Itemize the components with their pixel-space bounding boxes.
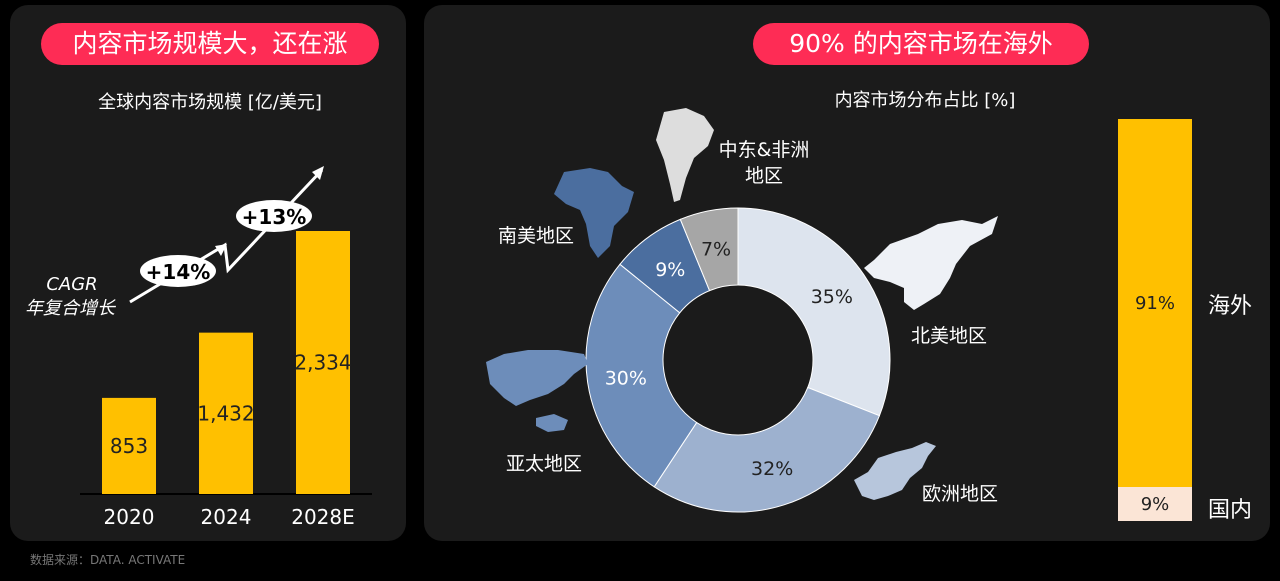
domestic-overseas-bar: 91% 9%: [1118, 119, 1192, 521]
cagr-label-cn: 年复合增长: [25, 298, 117, 319]
x-tick-label: 2024: [201, 505, 252, 529]
africa-map-icon: [554, 168, 634, 258]
slice-value-label: 7%: [701, 239, 731, 261]
arrow-head-icon: [312, 166, 324, 180]
bar-2020: [102, 397, 156, 494]
data-source: 数据来源：DATA. ACTIVATE: [30, 553, 186, 567]
bar-value-label: 853: [110, 434, 148, 458]
x-tick-label: 2028E: [291, 505, 355, 529]
growth-bubble-1: [140, 255, 216, 287]
region-label: 地区: [745, 165, 783, 187]
slice-1: [737, 207, 891, 417]
slice-3: [585, 263, 698, 488]
left-subtitle: 全球内容市场规模 [亿/美元]: [98, 92, 322, 113]
overseas-segment: 91%: [1118, 119, 1192, 487]
growth-label-1: +14%: [146, 260, 211, 284]
slice-2: [653, 386, 881, 513]
arrow-head-mid-icon: [215, 244, 227, 256]
region-label: 欧洲地区: [922, 483, 998, 505]
slice-value-label: 32%: [751, 458, 793, 480]
market-size-bar-chart: 853 2020 1,432 2024 2,334 2028E +14% +13% CAG…: [25, 166, 372, 529]
south-america-map-icon: [656, 108, 714, 202]
slice-value-label: 9%: [655, 259, 685, 281]
growth-label-2: +13%: [242, 205, 307, 229]
asia-pacific-map-icon: [486, 350, 588, 432]
slice-value-label: 30%: [605, 367, 647, 389]
right-subtitle: 内容市场分布占比 [%]: [834, 90, 1016, 111]
left-banner: 内容市场规模大，还在涨: [41, 23, 379, 65]
growth-bubble-2: [236, 200, 312, 232]
cagr-label: CAGR: [46, 274, 97, 295]
x-tick-label: 2020: [104, 505, 155, 529]
region-label: 中东&非洲: [719, 139, 810, 161]
slice-5: [679, 207, 739, 292]
overseas-value: 91%: [1134, 292, 1175, 314]
bar-2024: [199, 332, 253, 494]
bar-value-label: 1,432: [197, 401, 254, 425]
region-label: 北美地区: [911, 325, 987, 347]
region-maps: [486, 108, 998, 500]
bar-value-label: 2,334: [294, 351, 351, 375]
right-banner: 90% 的内容市场在海外: [753, 23, 1089, 65]
europe-map-icon: [854, 442, 936, 500]
bar-2028E: [296, 231, 350, 494]
overseas-label: 海外: [1208, 294, 1253, 319]
domestic-value: 9%: [1140, 493, 1170, 515]
domestic-segment: 9%: [1118, 487, 1192, 521]
slice-value-label: 35%: [811, 286, 853, 308]
domestic-label: 国内: [1208, 498, 1253, 523]
north-america-map-icon: [864, 216, 998, 310]
region-label: 亚太地区: [506, 453, 582, 475]
region-label: 南美地区: [498, 225, 574, 247]
